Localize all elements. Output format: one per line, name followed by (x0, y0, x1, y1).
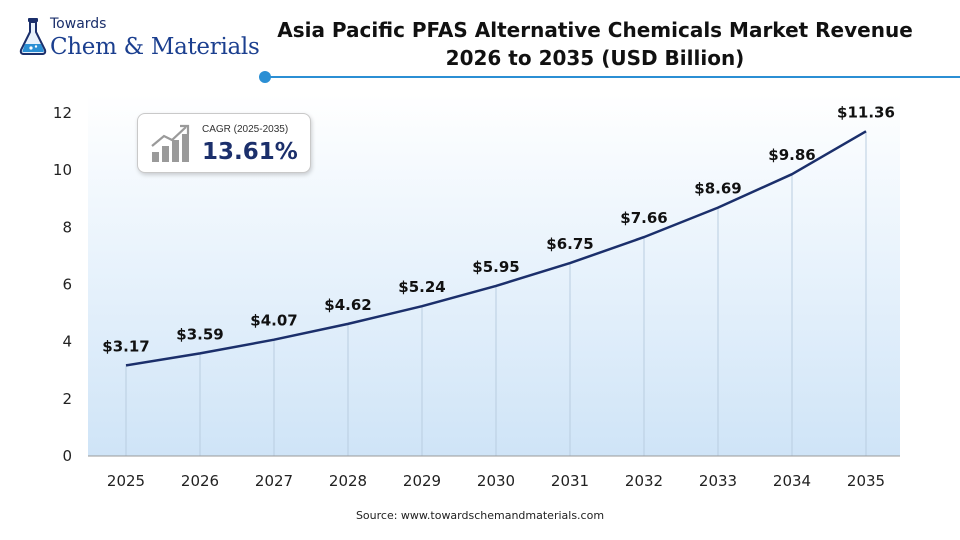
data-label: $6.75 (546, 235, 593, 253)
x-tick-label: 2033 (699, 472, 737, 490)
x-tick-label: 2032 (625, 472, 663, 490)
data-label: $5.24 (398, 278, 445, 296)
y-axis: 0 2 4 6 8 10 12 (53, 104, 72, 465)
data-label: $4.07 (250, 312, 297, 330)
y-tick-label: 10 (53, 161, 72, 179)
cagr-value: 13.61% (202, 139, 298, 165)
data-label: $3.17 (102, 337, 149, 355)
x-tick-label: 2028 (329, 472, 367, 490)
logo: Towards Chem & Materials (14, 10, 264, 70)
data-label: $5.95 (472, 258, 519, 276)
y-tick-label: 0 (62, 447, 72, 465)
x-tick-label: 2025 (107, 472, 145, 490)
y-tick-label: 4 (62, 333, 72, 351)
logo-line2: Chem & Materials (50, 34, 260, 60)
data-label: $9.86 (768, 146, 815, 164)
data-label: $3.59 (176, 325, 223, 343)
x-tick-label: 2027 (255, 472, 293, 490)
x-tick-label: 2026 (181, 472, 219, 490)
x-axis: 2025 2026 2027 2028 2029 2030 2031 2032 2033 2034… (107, 472, 885, 490)
source-note: Source: www.towardschemandmaterials.com (355, 509, 605, 522)
data-label: $8.69 (694, 180, 741, 198)
x-tick-label: 2029 (403, 472, 441, 490)
flask-icon (19, 18, 47, 55)
data-label: $4.62 (324, 296, 371, 314)
data-labels: $3.17 $3.59 $4.07 $4.62 $5.24 $5.95 $6.75 $7.66… (102, 103, 895, 355)
y-tick-label: 8 (62, 218, 72, 236)
cagr-callout: CAGR (2025-2035) 13.61% (137, 113, 311, 173)
x-tick-label: 2035 (847, 472, 885, 490)
y-tick-label: 2 (62, 390, 72, 408)
growth-bar-chart-icon (151, 124, 190, 162)
y-tick-label: 12 (53, 104, 72, 122)
data-label: $11.36 (837, 103, 895, 121)
data-label: $7.66 (620, 209, 667, 227)
title-divider-dot (259, 71, 271, 83)
x-tick-label: 2031 (551, 472, 589, 490)
cagr-label: CAGR (2025-2035) (202, 124, 289, 135)
title-divider (266, 76, 960, 78)
x-tick-label: 2030 (477, 472, 515, 490)
chart-title: Asia Pacific PFAS Alternative Chemicals … (270, 16, 920, 72)
series-line (125, 130, 867, 367)
chart-title-line2: 2026 to 2035 (USD Billion) (445, 46, 745, 70)
x-tick-label: 2034 (773, 472, 811, 490)
logo-line1: Towards (50, 16, 107, 32)
drop-lines (125, 131, 867, 456)
chart-title-line1: Asia Pacific PFAS Alternative Chemicals … (277, 18, 913, 42)
y-tick-label: 6 (62, 276, 72, 294)
